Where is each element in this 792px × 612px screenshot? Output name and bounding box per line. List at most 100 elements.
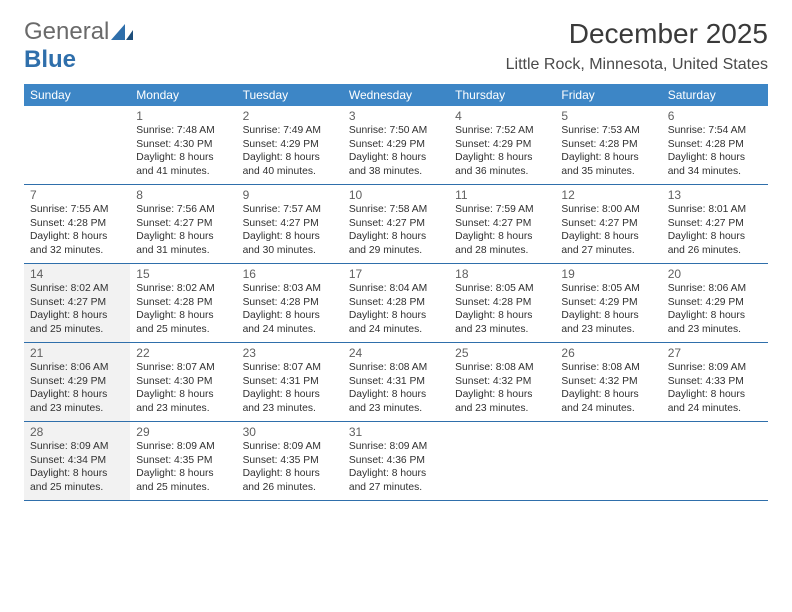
cell-sunset: Sunset: 4:29 PM (455, 138, 549, 152)
cell-sunrise: Sunrise: 7:52 AM (455, 124, 549, 138)
cell-sunset: Sunset: 4:30 PM (136, 375, 230, 389)
cell-daylight2: and 23 minutes. (561, 323, 655, 337)
cell-sunrise: Sunrise: 7:58 AM (349, 203, 443, 217)
day-number: 25 (455, 346, 549, 360)
cell-sunrise: Sunrise: 8:05 AM (561, 282, 655, 296)
day-header-fri: Friday (555, 84, 661, 106)
brand-text: General Blue (24, 18, 133, 74)
page-header: General Blue December 2025 Little Rock, … (24, 18, 768, 74)
cell-daylight1: Daylight: 8 hours (668, 388, 762, 402)
calendar-cell: 8Sunrise: 7:56 AMSunset: 4:27 PMDaylight… (130, 185, 236, 263)
cell-daylight1: Daylight: 8 hours (243, 388, 337, 402)
cell-daylight1: Daylight: 8 hours (455, 388, 549, 402)
day-number: 15 (136, 267, 230, 281)
cell-daylight1: Daylight: 8 hours (349, 309, 443, 323)
cell-sunrise: Sunrise: 8:02 AM (136, 282, 230, 296)
cell-sunset: Sunset: 4:33 PM (668, 375, 762, 389)
cell-daylight2: and 25 minutes. (136, 323, 230, 337)
day-number: 23 (243, 346, 337, 360)
cell-daylight2: and 36 minutes. (455, 165, 549, 179)
cell-sunrise: Sunrise: 8:09 AM (349, 440, 443, 454)
cell-sunset: Sunset: 4:27 PM (561, 217, 655, 231)
calendar-cell: 29Sunrise: 8:09 AMSunset: 4:35 PMDayligh… (130, 422, 236, 500)
calendar-week: 14Sunrise: 8:02 AMSunset: 4:27 PMDayligh… (24, 264, 768, 343)
cell-sunset: Sunset: 4:27 PM (243, 217, 337, 231)
cell-daylight1: Daylight: 8 hours (243, 467, 337, 481)
cell-sunset: Sunset: 4:28 PM (243, 296, 337, 310)
day-number: 7 (30, 188, 124, 202)
day-number: 19 (561, 267, 655, 281)
calendar-week: 28Sunrise: 8:09 AMSunset: 4:34 PMDayligh… (24, 422, 768, 501)
calendar-cell: 31Sunrise: 8:09 AMSunset: 4:36 PMDayligh… (343, 422, 449, 500)
cell-sunrise: Sunrise: 7:53 AM (561, 124, 655, 138)
cell-sunset: Sunset: 4:30 PM (136, 138, 230, 152)
calendar-cell: 6Sunrise: 7:54 AMSunset: 4:28 PMDaylight… (662, 106, 768, 184)
cell-daylight1: Daylight: 8 hours (561, 151, 655, 165)
cell-daylight1: Daylight: 8 hours (349, 467, 443, 481)
cell-daylight2: and 38 minutes. (349, 165, 443, 179)
calendar-cell: 4Sunrise: 7:52 AMSunset: 4:29 PMDaylight… (449, 106, 555, 184)
cell-sunset: Sunset: 4:27 PM (349, 217, 443, 231)
day-number: 26 (561, 346, 655, 360)
cell-sunrise: Sunrise: 8:07 AM (243, 361, 337, 375)
cell-daylight1: Daylight: 8 hours (349, 388, 443, 402)
cell-sunrise: Sunrise: 7:48 AM (136, 124, 230, 138)
cell-sunset: Sunset: 4:29 PM (30, 375, 124, 389)
cell-sunset: Sunset: 4:29 PM (561, 296, 655, 310)
cell-daylight2: and 25 minutes. (30, 481, 124, 495)
month-title: December 2025 (506, 18, 768, 50)
day-number: 1 (136, 109, 230, 123)
day-header-row: Sunday Monday Tuesday Wednesday Thursday… (24, 84, 768, 106)
day-number: 6 (668, 109, 762, 123)
cell-daylight1: Daylight: 8 hours (30, 230, 124, 244)
cell-daylight2: and 29 minutes. (349, 244, 443, 258)
cell-sunrise: Sunrise: 8:09 AM (668, 361, 762, 375)
cell-daylight2: and 41 minutes. (136, 165, 230, 179)
calendar-cell: 16Sunrise: 8:03 AMSunset: 4:28 PMDayligh… (237, 264, 343, 342)
calendar-week: 7Sunrise: 7:55 AMSunset: 4:28 PMDaylight… (24, 185, 768, 264)
title-block: December 2025 Little Rock, Minnesota, Un… (506, 18, 768, 74)
day-number: 12 (561, 188, 655, 202)
calendar-week: 1Sunrise: 7:48 AMSunset: 4:30 PM Daylight… (24, 106, 768, 185)
cell-sunrise: Sunrise: 7:55 AM (30, 203, 124, 217)
cell-daylight2: and 31 minutes. (136, 244, 230, 258)
cell-daylight1: Daylight: 8 hours (455, 230, 549, 244)
calendar-cell: 28Sunrise: 8:09 AMSunset: 4:34 PMDayligh… (24, 422, 130, 500)
cell-sunrise: Sunrise: 7:57 AM (243, 203, 337, 217)
cell-daylight2: and 23 minutes. (668, 323, 762, 337)
day-number: 18 (455, 267, 549, 281)
calendar-cell: 22Sunrise: 8:07 AMSunset: 4:30 PMDayligh… (130, 343, 236, 421)
cell-sunset: Sunset: 4:27 PM (30, 296, 124, 310)
cell-daylight2: and 34 minutes. (668, 165, 762, 179)
day-header-wed: Wednesday (343, 84, 449, 106)
day-number: 3 (349, 109, 443, 123)
cell-daylight1: Daylight: 8 hours (455, 151, 549, 165)
cell-daylight1: Daylight: 8 hours (561, 388, 655, 402)
cell-daylight1: Daylight: 8 hours (30, 467, 124, 481)
cell-daylight2: and 24 minutes. (561, 402, 655, 416)
cell-daylight1: Daylight: 8 hours (243, 230, 337, 244)
cell-sunrise: Sunrise: 8:07 AM (136, 361, 230, 375)
calendar-cell: 13Sunrise: 8:01 AMSunset: 4:27 PMDayligh… (662, 185, 768, 263)
cell-daylight2: and 25 minutes. (30, 323, 124, 337)
cell-daylight2: and 30 minutes. (243, 244, 337, 258)
calendar-cell: 19Sunrise: 8:05 AMSunset: 4:29 PMDayligh… (555, 264, 661, 342)
day-header-sun: Sunday (24, 84, 130, 106)
cell-sunrise: Sunrise: 8:08 AM (349, 361, 443, 375)
cell-daylight1: Daylight: 8 hours (455, 309, 549, 323)
calendar-cell: 27Sunrise: 8:09 AMSunset: 4:33 PMDayligh… (662, 343, 768, 421)
cell-daylight1: Daylight: 8 hours (30, 388, 124, 402)
cell-daylight1: Daylight: 8 hours (243, 309, 337, 323)
cell-daylight1: Daylight: 8 hours (30, 309, 124, 323)
cell-sunset: Sunset: 4:29 PM (243, 138, 337, 152)
cell-daylight2: and 24 minutes. (349, 323, 443, 337)
cell-sunset: Sunset: 4:28 PM (455, 296, 549, 310)
calendar-cell: 21Sunrise: 8:06 AMSunset: 4:29 PMDayligh… (24, 343, 130, 421)
cell-daylight2: and 32 minutes. (30, 244, 124, 258)
day-number: 13 (668, 188, 762, 202)
calendar-cell (662, 422, 768, 500)
calendar-cell: 26Sunrise: 8:08 AMSunset: 4:32 PMDayligh… (555, 343, 661, 421)
cell-daylight2: and 23 minutes. (455, 402, 549, 416)
day-number: 22 (136, 346, 230, 360)
calendar-cell: 30Sunrise: 8:09 AMSunset: 4:35 PMDayligh… (237, 422, 343, 500)
